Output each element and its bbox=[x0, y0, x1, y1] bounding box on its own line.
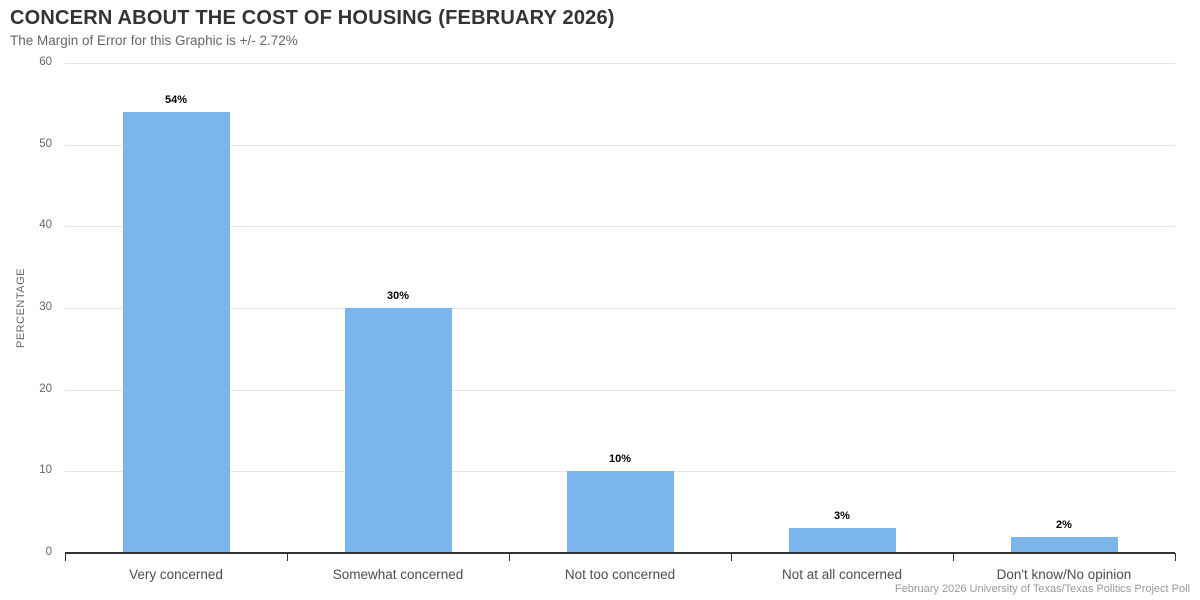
x-axis-tick bbox=[287, 553, 288, 561]
x-axis-tick bbox=[65, 553, 66, 561]
x-axis-tick bbox=[731, 553, 732, 561]
y-axis-tick-label: 40 bbox=[39, 219, 52, 232]
y-axis-tick-label: 0 bbox=[45, 546, 52, 558]
bar-value-label: 54% bbox=[164, 94, 188, 106]
y-axis-tick-label: 10 bbox=[39, 464, 52, 477]
x-axis-tick bbox=[1175, 553, 1176, 561]
y-axis-tick-label: 50 bbox=[39, 137, 52, 150]
x-axis-line bbox=[65, 552, 1175, 554]
bar-3[interactable] bbox=[567, 471, 674, 553]
bar-1[interactable] bbox=[123, 112, 230, 553]
x-axis-category-label: Somewhat concerned bbox=[332, 567, 464, 582]
bar-value-label: 2% bbox=[1056, 519, 1072, 531]
bar-5[interactable] bbox=[1011, 537, 1118, 553]
gridline bbox=[65, 389, 1175, 391]
bar-2[interactable] bbox=[345, 308, 452, 553]
gridline bbox=[65, 226, 1175, 228]
gridline bbox=[65, 63, 1175, 64]
bar-value-label: 10% bbox=[608, 453, 632, 465]
y-axis-tick-label: 30 bbox=[39, 301, 52, 313]
x-axis-tick bbox=[509, 553, 510, 561]
chart-title: CONCERN ABOUT THE COST OF HOUSING (FEBRU… bbox=[10, 7, 615, 29]
bar-value-label: 3% bbox=[834, 510, 850, 522]
x-axis-category-label: Very concerned bbox=[129, 567, 223, 582]
bar-value-label: 30% bbox=[386, 290, 410, 302]
plot-area: 54% 30% 10% 3% 2% bbox=[65, 63, 1175, 554]
x-axis-category-label: Not at all concerned bbox=[781, 567, 903, 582]
x-axis-category-label: Don't know/No opinion bbox=[996, 567, 1132, 582]
bar-4[interactable] bbox=[789, 528, 896, 553]
chart-credits: February 2026 University of Texas/Texas … bbox=[894, 583, 1190, 595]
y-axis-tick-label: 60 bbox=[39, 56, 52, 68]
y-axis-tick-label: 20 bbox=[39, 382, 52, 395]
gridline bbox=[65, 308, 1175, 309]
chart-subtitle: The Margin of Error for this Graphic is … bbox=[10, 33, 298, 48]
x-axis-category-label: Not too concerned bbox=[564, 567, 676, 582]
gridline bbox=[65, 144, 1175, 146]
x-axis-tick bbox=[953, 553, 954, 561]
